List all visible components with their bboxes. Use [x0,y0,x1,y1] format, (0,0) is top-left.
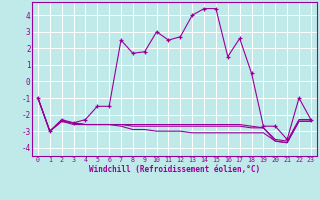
X-axis label: Windchill (Refroidissement éolien,°C): Windchill (Refroidissement éolien,°C) [89,165,260,174]
